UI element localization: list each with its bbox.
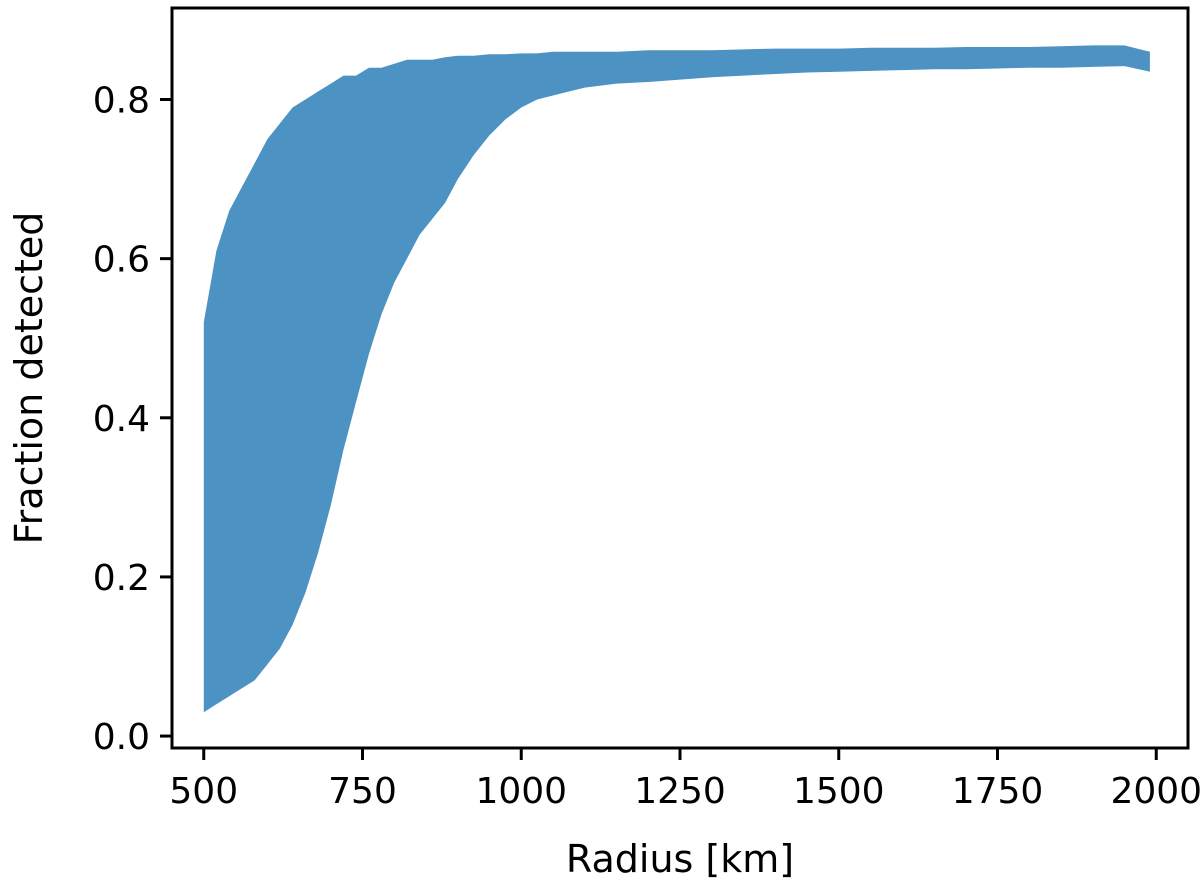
x-axis: 500 750 1000 1250 1500 1750 2000 <box>169 748 1200 812</box>
x-tick-label: 1000 <box>475 771 567 812</box>
y-axis: 0.0 0.2 0.4 0.6 0.8 <box>93 81 172 758</box>
y-tick-label: 0.4 <box>93 399 150 440</box>
y-tick-label: 0.2 <box>93 558 150 599</box>
y-axis-label: Fraction detected <box>7 212 51 545</box>
detection-fraction-band <box>203 45 1150 713</box>
y-tick-label: 0.6 <box>93 240 150 281</box>
x-tick-label: 500 <box>169 771 238 812</box>
x-tick-label: 2000 <box>1110 771 1200 812</box>
x-axis-label: Radius [km] <box>566 837 794 881</box>
y-tick-label: 0.8 <box>93 81 150 122</box>
y-tick-label: 0.0 <box>93 717 150 758</box>
x-tick-label: 1500 <box>793 771 885 812</box>
x-tick-label: 1250 <box>634 771 726 812</box>
x-tick-label: 1750 <box>952 771 1044 812</box>
x-tick-label: 750 <box>328 771 397 812</box>
